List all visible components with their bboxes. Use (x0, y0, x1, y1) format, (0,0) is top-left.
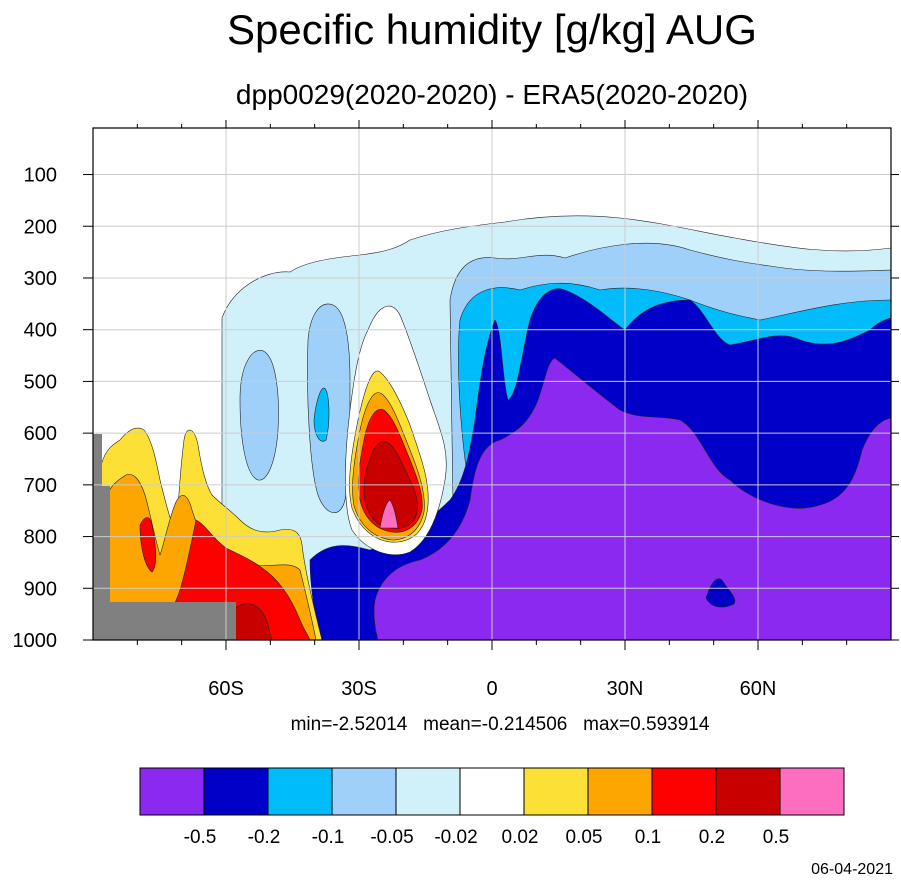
colorbar-swatch (715, 767, 781, 816)
contour-fill-neg05-island (705, 578, 736, 608)
x-tick-label: 30S (341, 678, 377, 700)
colorbar-label: 0.05 (566, 827, 603, 848)
colorbar-swatch (267, 767, 333, 816)
colorbar-swatch (203, 767, 269, 816)
colorbar-label: -0.5 (184, 827, 217, 848)
chart-title: Specific humidity [g/kg] AUG (227, 6, 757, 53)
colorbar-label: -0.1 (312, 827, 345, 848)
x-axis: 60S 30S 0 30N 60N (136, 120, 848, 700)
y-tick-label: 100 (24, 165, 57, 187)
contour-fill-pos08 (379, 499, 399, 529)
stats-line: min=-2.52014 mean=-0.214506 max=0.593914 (291, 714, 710, 735)
grid-lines (93, 128, 891, 640)
x-tick-label: 60S (208, 678, 244, 700)
y-tick-label: 300 (24, 268, 57, 290)
colorbar-swatch (587, 767, 653, 816)
y-tick-label: 500 (24, 371, 57, 393)
y-tick-label: 900 (24, 578, 57, 600)
y-tick-label: 400 (24, 320, 57, 342)
x-tick-label: 0 (486, 678, 497, 700)
colorbar-label: 0.2 (699, 827, 725, 848)
colorbar-swatch (523, 767, 589, 816)
y-tick-label: 600 (24, 423, 57, 445)
date-label: 06-04-2021 (811, 861, 893, 878)
colorbar-label: 0.5 (763, 827, 789, 848)
colorbar-label: 0.1 (635, 827, 661, 848)
chart-subtitle: dpp0029(2020-2020) - ERA5(2020-2020) (236, 79, 748, 110)
x-tick-label: 30N (607, 678, 644, 700)
colorbar-swatch (651, 767, 717, 816)
topography-mask (93, 434, 236, 640)
colorbar-label: -0.02 (434, 827, 477, 848)
colorbar-swatch (395, 767, 461, 816)
colorbar-label: -0.2 (248, 827, 281, 848)
colorbar-swatch (779, 767, 845, 816)
colorbar-swatch (331, 767, 397, 816)
y-tick-label: 800 (24, 527, 57, 549)
y-tick-label: 1000 (13, 630, 58, 652)
colorbar: -0.5 -0.2 -0.1 -0.05 -0.02 0.02 0.05 0.1 0.2 0.5 (139, 767, 845, 848)
contour-fills (93, 215, 891, 640)
y-tick-label: 700 (24, 475, 57, 497)
colorbar-swatch (139, 767, 205, 816)
contour-plot-area: 60S 30S 0 30N 60N 100 200 300 400 500 600 700 800 90… (13, 120, 899, 700)
y-axis: 100 200 300 400 500 600 700 800 900 1000 (13, 165, 899, 652)
colorbar-label: 0.02 (502, 827, 539, 848)
contour-fill-pos-south-red2 (139, 517, 157, 573)
contour-fill-neg05 (373, 357, 891, 640)
colorbar-label: -0.05 (370, 827, 413, 848)
x-tick-label: 60N (740, 678, 777, 700)
colorbar-swatch (459, 767, 525, 816)
contour-fill-neg01-small (313, 387, 330, 442)
contour-fill-neg005-a (239, 350, 279, 481)
y-tick-label: 200 (24, 216, 57, 238)
